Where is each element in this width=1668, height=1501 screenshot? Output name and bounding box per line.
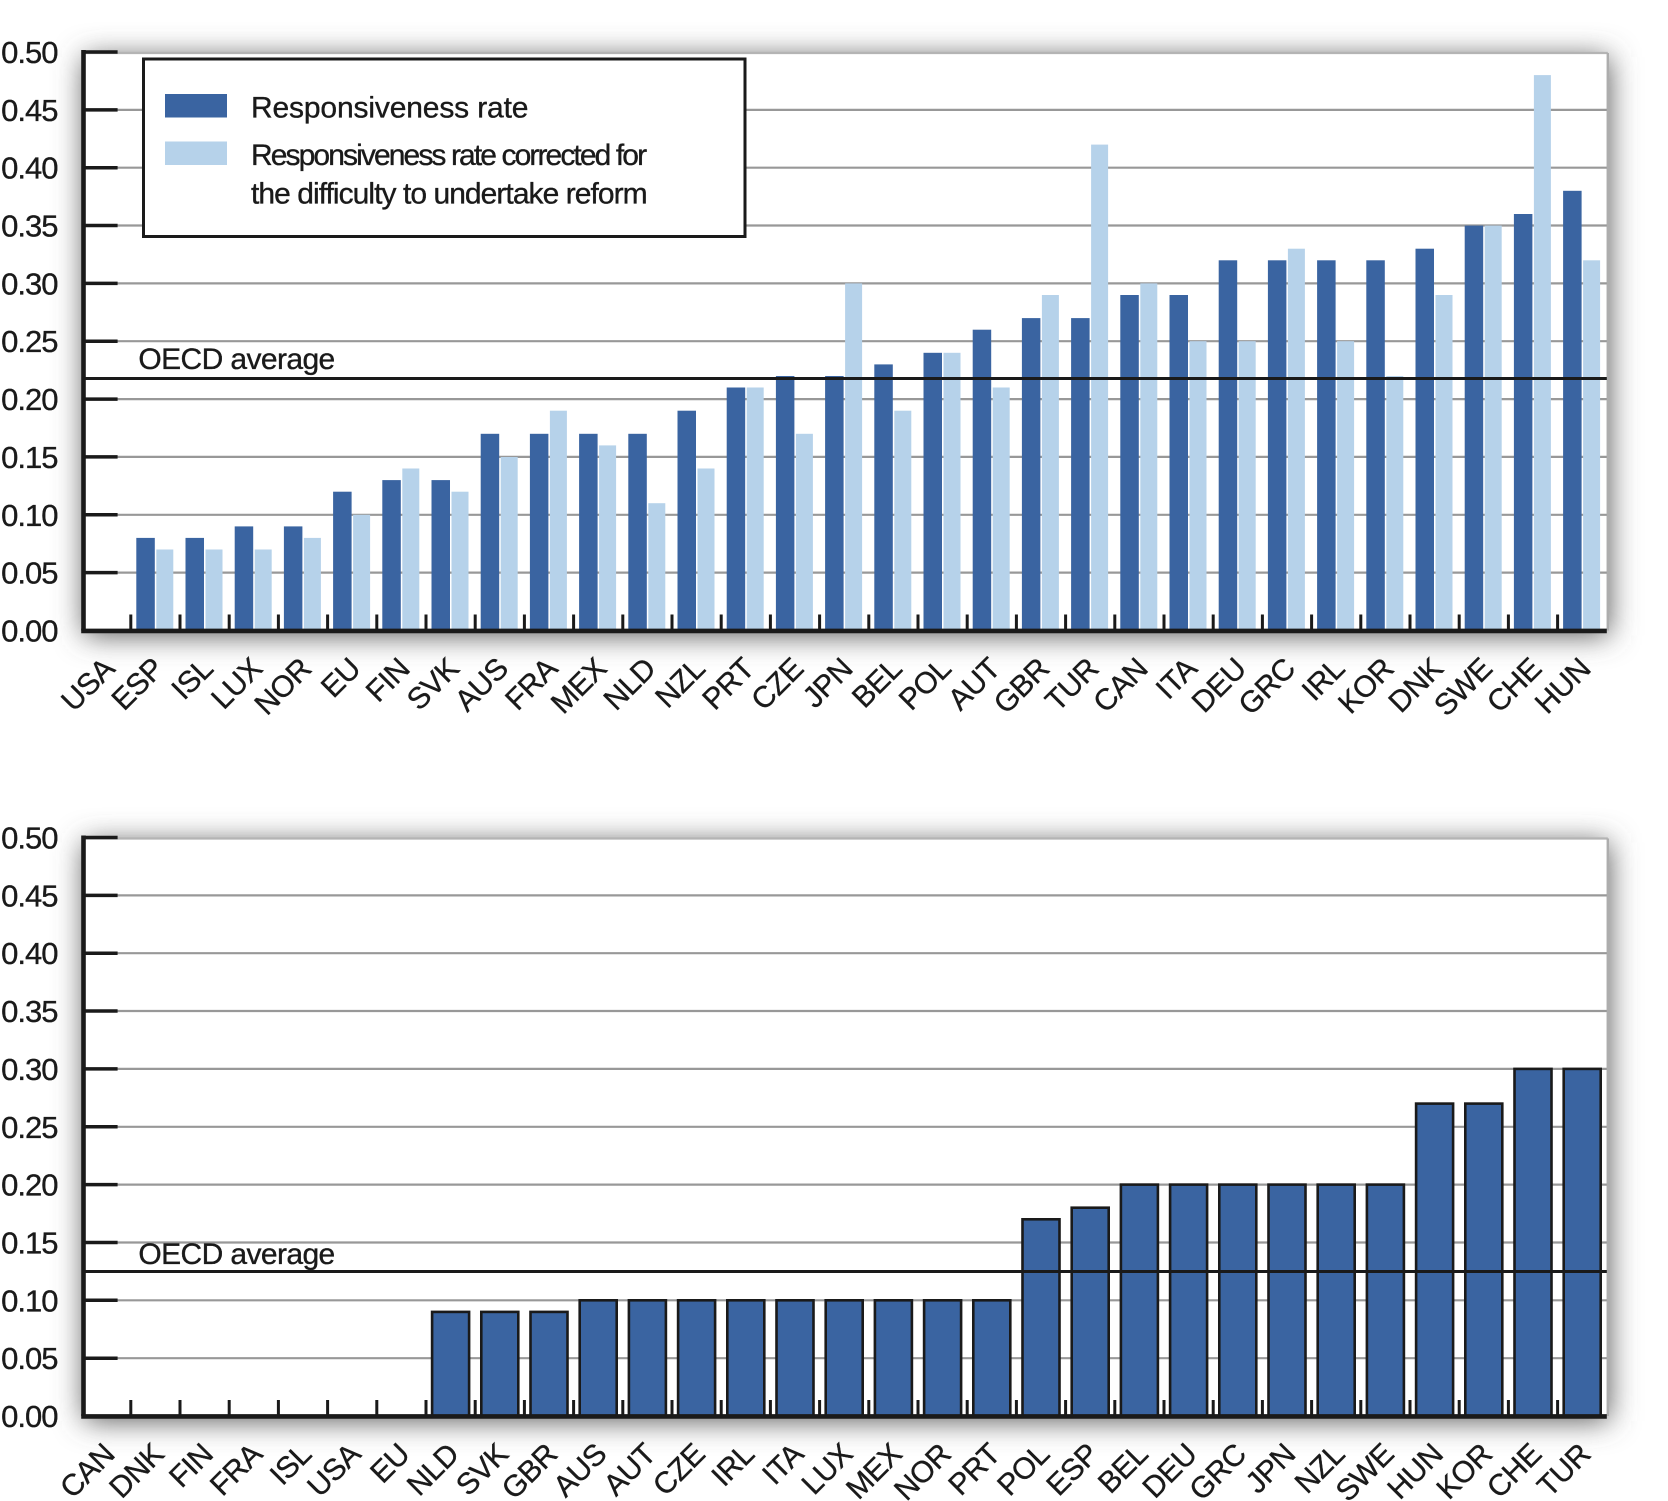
svg-text:0.45: 0.45 [1,93,57,128]
svg-text:0.50: 0.50 [1,821,58,856]
svg-text:Responsiveness rate: Responsiveness rate [251,92,528,125]
svg-text:OECD average: OECD average [138,343,334,376]
svg-text:0.30: 0.30 [1,1052,58,1087]
svg-text:the difficulty to undertake re: the difficulty to undertake reform [251,178,647,211]
svg-text:0.25: 0.25 [1,1110,57,1145]
svg-text:0.20: 0.20 [1,1168,58,1203]
svg-text:0.00: 0.00 [1,614,58,649]
svg-text:0.35: 0.35 [1,209,57,244]
svg-text:0.45: 0.45 [1,878,57,913]
svg-text:0.05: 0.05 [1,1341,57,1376]
svg-text:OECD average: OECD average [138,1238,334,1271]
svg-text:0.40: 0.40 [1,936,58,971]
svg-text:0.00: 0.00 [1,1399,58,1434]
svg-text:0.15: 0.15 [1,440,57,475]
svg-text:0.15: 0.15 [1,1226,57,1261]
svg-text:0.40: 0.40 [1,151,58,186]
svg-text:0.50: 0.50 [1,35,58,70]
svg-text:0.20: 0.20 [1,382,58,417]
svg-text:0.05: 0.05 [1,556,57,591]
svg-text:0.10: 0.10 [1,1283,58,1318]
svg-text:0.35: 0.35 [1,994,57,1029]
svg-text:0.25: 0.25 [1,324,57,359]
svg-text:0.30: 0.30 [1,266,58,301]
svg-text:Responsiveness rate corrected: Responsiveness rate corrected for [251,139,647,172]
svg-text:0.10: 0.10 [1,498,58,533]
